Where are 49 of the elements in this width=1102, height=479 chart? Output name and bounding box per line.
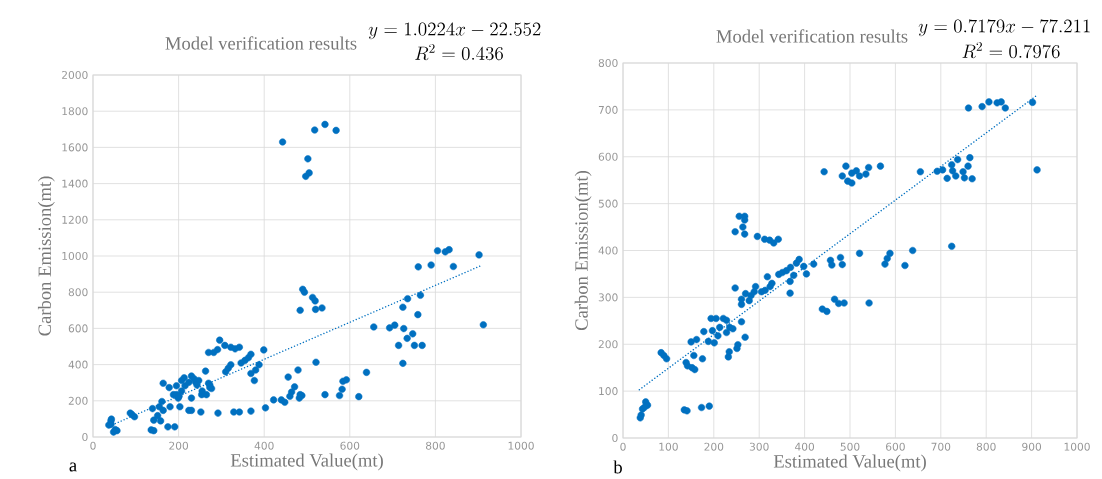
text: $y = 1.0224x - 22.552$ bbox=[368, 22, 541, 40]
x-tick-label: 1000 bbox=[1064, 442, 1090, 451]
y-tick-label: 800 bbox=[598, 58, 618, 68]
x-tick-label: 0 bbox=[620, 442, 626, 451]
text: $y = 0.7179x - 77.211$ bbox=[918, 19, 1090, 37]
y-tick-label: 800 bbox=[68, 288, 88, 297]
y-tick-label: 500 bbox=[598, 199, 618, 208]
y-tick-label: 200 bbox=[598, 340, 618, 349]
y-axis-title: Carbon Emission(mt) bbox=[37, 176, 55, 336]
y-axis-title: Carbon Emission(mt) bbox=[574, 170, 592, 331]
y-tick-label: 400 bbox=[598, 246, 618, 255]
x-tick-label: 200 bbox=[169, 441, 189, 450]
y-tick-label: 200 bbox=[68, 396, 88, 405]
y-tick-label: 300 bbox=[598, 293, 618, 302]
x-tick-label: 400 bbox=[794, 442, 815, 451]
text: $R^{2} = 0.7976$ bbox=[962, 41, 1060, 59]
x-tick-label: 900 bbox=[1022, 442, 1042, 451]
x-tick-label: 400 bbox=[254, 441, 274, 450]
y-tick-label: 1600 bbox=[62, 143, 88, 152]
y-tick-label: 0 bbox=[82, 432, 88, 442]
x-tick-label: 100 bbox=[659, 442, 678, 451]
y-tick-label: 1000 bbox=[62, 251, 88, 261]
x-tick-label: 600 bbox=[886, 442, 905, 451]
x-tick-label: 600 bbox=[340, 441, 360, 450]
text: a bbox=[69, 462, 77, 472]
x-axis-title: Estimated Value(mt) bbox=[230, 453, 383, 471]
x-tick-label: 700 bbox=[931, 442, 951, 451]
y-tick-label: 0 bbox=[612, 433, 618, 443]
y-tick-label: 700 bbox=[598, 105, 618, 114]
y-tick-label: 400 bbox=[68, 360, 88, 369]
chart-title: Model verification results bbox=[165, 36, 357, 50]
x-axis-title: Estimated Value(mt) bbox=[773, 454, 926, 472]
x-tick-label: 500 bbox=[840, 442, 860, 451]
x-tick-label: 0 bbox=[90, 441, 96, 450]
y-tick-label: 600 bbox=[598, 152, 618, 161]
x-tick-label: 800 bbox=[976, 442, 996, 451]
y-tick-label: 1200 bbox=[62, 215, 88, 224]
text: b bbox=[613, 460, 622, 474]
y-tick-label: 2000 bbox=[62, 70, 88, 80]
y-tick-label: 600 bbox=[68, 324, 88, 333]
x-tick-label: 300 bbox=[749, 442, 769, 451]
x-tick-label: 800 bbox=[425, 441, 445, 450]
text: $R^{2} = 0.436$ bbox=[415, 43, 503, 61]
chart-title: Model verification results bbox=[716, 29, 908, 43]
y-tick-label: 1400 bbox=[62, 179, 88, 188]
y-tick-label: 1800 bbox=[62, 107, 88, 116]
y-tick-label: 100 bbox=[599, 387, 618, 396]
x-tick-label: 1000 bbox=[508, 441, 534, 450]
x-tick-label: 200 bbox=[704, 442, 724, 451]
